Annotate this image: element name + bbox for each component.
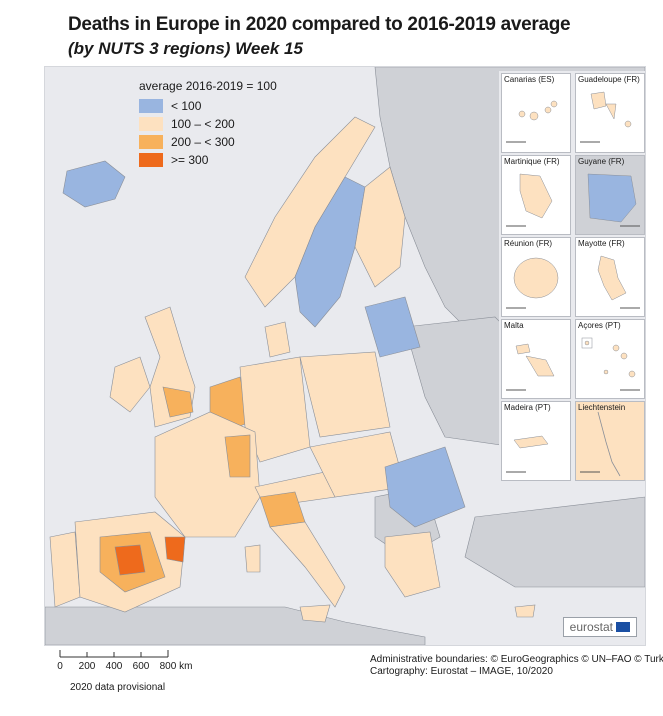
scale-label: 200 [78,661,96,672]
iceland-region [62,160,126,208]
greece-region [384,531,441,598]
inset-panel: Canarias (ES) Guadeloupe (FR) Martinique… [499,71,645,481]
ireland-region [109,356,151,413]
inset-label: Réunion (FR) [504,239,553,248]
portugal-region [49,531,81,608]
inset-label: Guadeloupe (FR) [578,75,640,84]
cyprus-region [514,604,536,618]
credits-line: Cartography: Eurostat – IMAGE, 10/2020 [370,666,553,677]
scale-bar: 0 200 400 600 800 km [57,647,192,681]
inset-label: Liechtenstein [578,403,626,412]
inset-map [576,156,644,234]
catalonia-region [164,536,186,563]
inset-madeira: Madeira (PT) [501,401,571,481]
inset-map [506,257,559,309]
scale-label: 800 km [159,661,193,672]
inset-label: Guyane (FR) [578,157,625,166]
inset-acores: Açores (PT) [575,319,645,399]
uk-south-region [162,386,194,418]
inset-reunion: Réunion (FR) [501,237,571,317]
baltics-region [364,296,421,358]
inset-malta: Malta [501,319,571,399]
norway-region [244,116,376,308]
data-note: 2020 data provisional [70,682,166,693]
inset-map [576,402,644,480]
inset-mayotte: Mayotte (FR) [575,237,645,317]
inset-canarias: Canarias (ES) [501,73,571,153]
sardinia-region [244,544,261,573]
legend-title: average 2016-2019 = 100 [139,79,277,93]
sicily-region [299,604,331,623]
denmark-region [264,321,291,358]
inset-guyane: Guyane (FR) [575,155,645,235]
inset-map [506,343,555,391]
legend-item: 200 – < 300 [139,133,277,151]
madrid-region [114,544,146,576]
italy-region [269,521,346,608]
logo-text: eurostat [569,620,613,634]
inset-label: Mayotte (FR) [578,239,625,248]
legend-label: 100 – < 200 [171,117,235,131]
legend-swatch [139,153,163,167]
finland-region [354,166,406,288]
legend-swatch [139,117,163,131]
turkey-land [464,496,645,588]
inset-guadeloupe: Guadeloupe (FR) [575,73,645,153]
eurostat-logo: eurostat [562,617,637,637]
inset-label: Martinique (FR) [504,157,560,166]
eu-flag-icon [616,622,630,632]
legend: average 2016-2019 = 100 < 100 100 – < 20… [139,79,277,169]
inset-label: Madeira (PT) [504,403,551,412]
map-subtitle: (by NUTS 3 regions) Week 15 [68,39,303,58]
inset-martinique: Martinique (FR) [501,155,571,235]
legend-label: 200 – < 300 [171,135,235,149]
scale-bar-graphic [59,650,169,658]
map-title: Deaths in Europe in 2020 compared to 201… [68,14,571,35]
legend-item: >= 300 [139,151,277,169]
inset-label: Malta [504,321,524,330]
inset-map [581,337,640,391]
inset-map [506,435,549,473]
credits: Administrative boundaries: © EuroGeograp… [370,654,663,678]
legend-label: < 100 [171,99,202,113]
north-africa-land [45,606,426,645]
legend-swatch [139,99,163,113]
scale-label: 400 [105,661,123,672]
legend-item: 100 – < 200 [139,115,277,133]
map-frame: average 2016-2019 = 100 < 100 100 – < 20… [44,66,646,646]
france-east-region [224,434,251,478]
legend-label: >= 300 [171,153,209,167]
inset-map [506,100,558,143]
legend-item: < 100 [139,97,277,115]
germany-region [239,356,311,463]
inset-map [580,91,632,143]
credits-line: Administrative boundaries: © EuroGeograp… [370,654,663,665]
romania-bulgaria-region [384,446,466,528]
inset-label: Canarias (ES) [504,75,555,84]
inset-map [597,255,640,309]
legend-swatch [139,135,163,149]
inset-label: Açores (PT) [578,321,621,330]
poland-region [299,351,391,438]
scale-label: 0 [57,661,63,672]
scale-label: 600 [132,661,150,672]
inset-liechtenstein: Liechtenstein [575,401,645,481]
inset-map [506,173,553,227]
